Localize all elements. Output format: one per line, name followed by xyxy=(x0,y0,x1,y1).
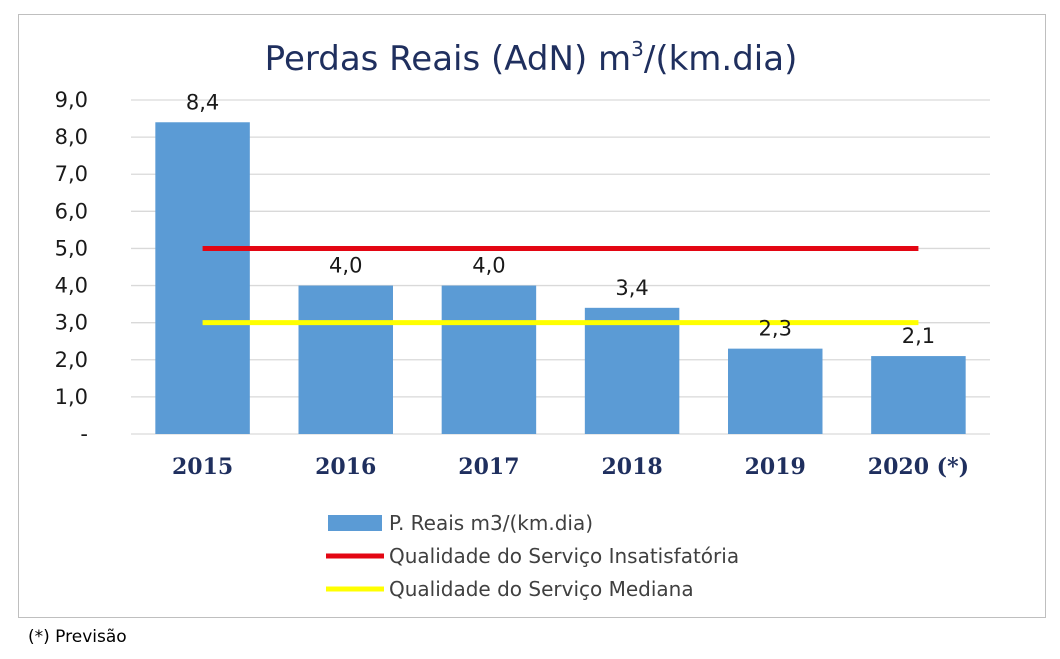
bar xyxy=(441,285,537,434)
data-label: 4,0 xyxy=(472,254,505,278)
gridlines xyxy=(131,99,990,435)
legend-swatch-bar xyxy=(328,515,382,531)
legend: P. Reais m3/(km.dia) Qualidade do Serviço… xyxy=(326,511,739,601)
y-tick-label: 8,0 xyxy=(55,125,88,149)
data-label: 4,0 xyxy=(329,254,362,278)
data-label: 2,1 xyxy=(902,324,935,348)
x-tick-label: 2019 xyxy=(745,454,806,480)
x-axis-ticks: 2015 2016 2017 2018 2019 2020 (*) xyxy=(172,454,969,480)
x-tick-label: 2018 xyxy=(601,454,662,480)
data-label: 3,4 xyxy=(615,276,648,300)
data-labels: 8,4 4,0 4,0 3,4 2,3 2,1 xyxy=(186,90,935,348)
legend-label: P. Reais m3/(km.dia) xyxy=(389,511,593,535)
bar xyxy=(298,285,393,434)
x-tick-label: 2016 xyxy=(315,454,376,480)
y-tick-label: - xyxy=(80,422,88,446)
chart-title: Perdas Reais (AdN) m3/(km.dia) xyxy=(265,37,798,79)
y-tick-label: 4,0 xyxy=(55,274,88,298)
reference-lines xyxy=(202,245,919,326)
legend-label: Qualidade do Serviço Mediana xyxy=(389,577,694,601)
y-tick-label: 2,0 xyxy=(55,348,88,372)
data-label: 2,3 xyxy=(759,317,792,341)
bars xyxy=(155,122,966,435)
y-tick-label: 9,0 xyxy=(55,88,88,112)
y-tick-label: 3,0 xyxy=(55,311,88,335)
legend-label: Qualidade do Serviço Insatisfatória xyxy=(389,544,739,568)
bar xyxy=(871,356,966,434)
y-axis-ticks: - 1,0 2,0 3,0 4,0 5,0 6,0 7,0 8,0 9,0 xyxy=(55,88,88,446)
bar xyxy=(155,122,250,435)
footnote: (*) Previsão xyxy=(28,627,127,647)
y-tick-label: 6,0 xyxy=(55,199,88,223)
data-label: 8,4 xyxy=(186,90,219,114)
y-tick-label: 1,0 xyxy=(55,385,88,409)
x-tick-label: 2020 (*) xyxy=(868,454,969,480)
x-tick-label: 2015 xyxy=(172,454,233,480)
y-tick-label: 5,0 xyxy=(55,236,88,260)
x-tick-label: 2017 xyxy=(458,454,519,480)
y-tick-label: 7,0 xyxy=(55,162,88,186)
bar xyxy=(728,348,823,434)
bar xyxy=(584,307,680,434)
